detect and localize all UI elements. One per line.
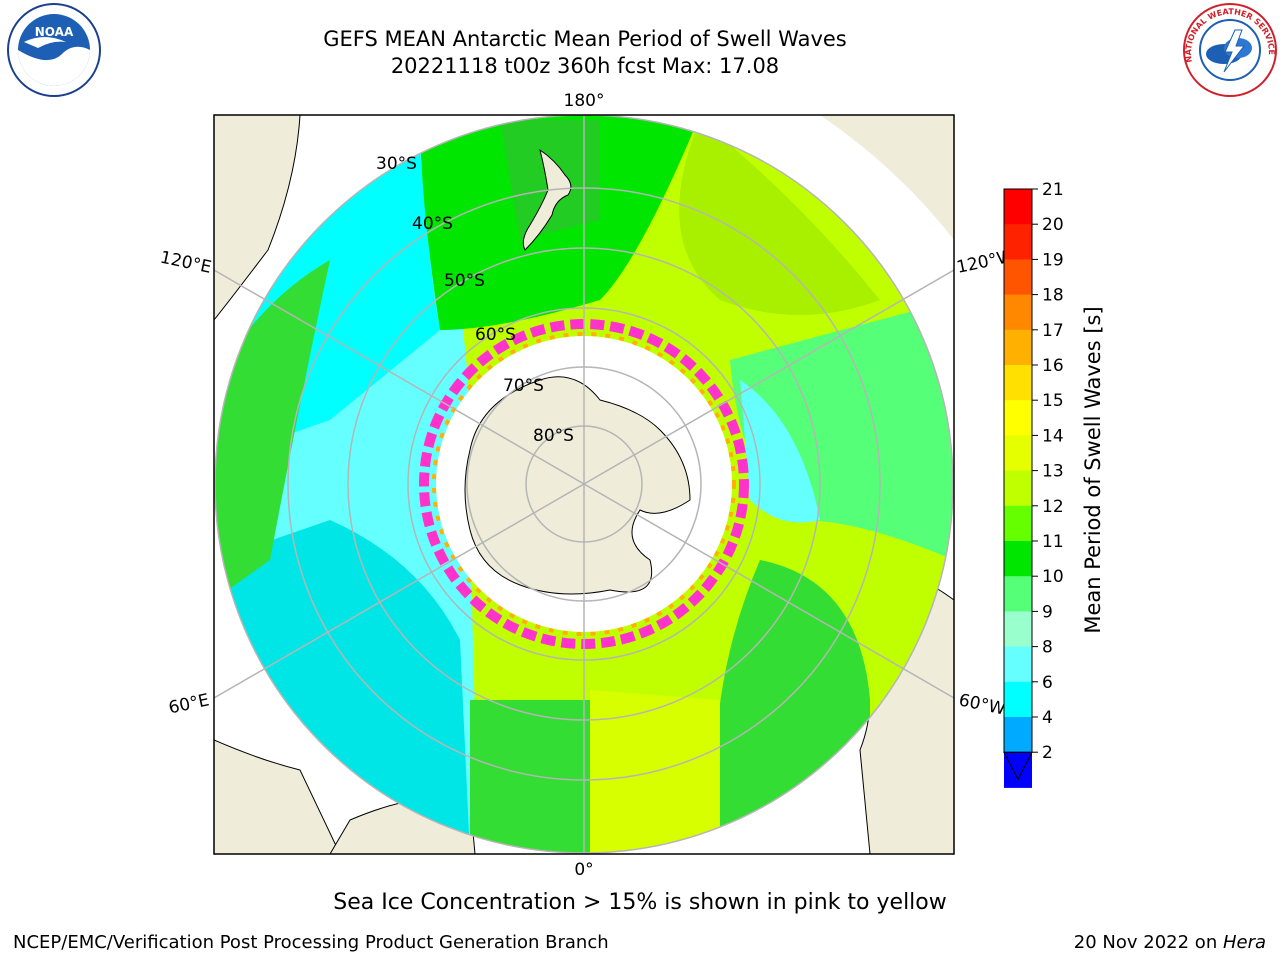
colorbar-tick-label: 10 xyxy=(1042,567,1064,587)
colorbar-tick-label: 9 xyxy=(1042,602,1053,622)
noaa-logo-icon: NOAA xyxy=(7,3,101,97)
nws-logo-icon: NATIONAL WEATHER SERVICE xyxy=(1183,3,1277,97)
colorbar-segment xyxy=(1004,717,1032,753)
colorbar-label: Mean Period of Swell Waves [s] xyxy=(1081,306,1105,633)
map-frame xyxy=(213,114,955,855)
colorbar-tick-label: 12 xyxy=(1042,497,1064,517)
colorbar-tick-label: 16 xyxy=(1042,356,1064,376)
colorbar-tick-label: 21 xyxy=(1042,180,1064,200)
colorbar-segment xyxy=(1004,646,1032,683)
colorbar-tick-label: 11 xyxy=(1042,532,1064,552)
lat-label-80s: 80°S xyxy=(533,426,574,446)
colorbar-segment xyxy=(1004,365,1032,401)
lat-label-60s: 60°S xyxy=(475,325,516,345)
africa-land xyxy=(214,739,341,854)
colorbar-segment xyxy=(1004,541,1032,577)
colorbar-tick-label: 20 xyxy=(1042,215,1064,235)
lon-label-bottom: 0° xyxy=(574,860,593,880)
colorbar-tick-label: 18 xyxy=(1042,286,1064,306)
lon-label-upper-left: 120°E xyxy=(158,248,213,278)
footer-org: NCEP/EMC/Verification Post Processing Pr… xyxy=(13,932,609,953)
colorbar-segment xyxy=(1004,224,1032,260)
sea-ice-caption: Sea Ice Concentration > 15% is shown in … xyxy=(333,890,947,915)
colorbar-tick-label: 13 xyxy=(1042,462,1064,482)
colorbar-tick-label: 8 xyxy=(1042,638,1053,658)
colorbar-segment xyxy=(1004,259,1032,296)
lat-label-70s: 70°S xyxy=(503,376,544,396)
colorbar-tick-label: 4 xyxy=(1042,708,1053,728)
footer-date: 20 Nov 2022 on Hera xyxy=(1074,932,1266,953)
antarctica-land xyxy=(464,376,691,595)
colorbar-tick-label: 14 xyxy=(1042,426,1064,446)
lat-label-40s: 40°S xyxy=(412,214,453,234)
australia-land xyxy=(214,115,301,321)
colorbar-segment xyxy=(1004,400,1032,436)
colorbar-tick-label: 15 xyxy=(1042,391,1064,411)
colorbar-tick-label: 19 xyxy=(1042,250,1064,270)
colorbar-segment xyxy=(1004,611,1032,648)
colorbar-segment xyxy=(1004,576,1032,612)
colorbar-segment xyxy=(1004,294,1032,331)
corner-land-ne xyxy=(820,115,954,240)
graticule xyxy=(214,115,954,854)
lon-label-top: 180° xyxy=(564,91,605,111)
chart-title: GEFS MEAN Antarctic Mean Period of Swell… xyxy=(323,27,847,51)
colorbar-tick-label: 17 xyxy=(1042,321,1064,341)
colorbar-segment xyxy=(1004,505,1032,542)
colorbar-tick-label: 2 xyxy=(1042,743,1053,763)
noaa-logo-text: NOAA xyxy=(35,25,74,39)
colorbar: 21 20 19 18 17 16 15 14 13 12 11 10 9 8 6 4 2 Mean Perio… xyxy=(1003,180,1105,788)
colorbar-segment xyxy=(1004,681,1032,718)
lat-label-50s: 50°S xyxy=(444,271,485,291)
colorbar-segment xyxy=(1004,470,1032,507)
lon-label-lower-left: 60°E xyxy=(167,690,211,718)
footer-host: Hera xyxy=(1222,932,1266,953)
colorbar-tick-label: 6 xyxy=(1042,673,1053,693)
colorbar-segment xyxy=(1004,329,1032,366)
colorbar-segment xyxy=(1004,189,1032,225)
chart-subtitle: 20221118 t00z 360h fcst Max: 17.08 xyxy=(390,54,780,78)
new-zealand-land xyxy=(522,148,572,251)
lat-label-30s: 30°S xyxy=(376,154,417,174)
colorbar-segment xyxy=(1004,435,1032,472)
footer-date-text: 20 Nov 2022 on xyxy=(1073,932,1223,953)
